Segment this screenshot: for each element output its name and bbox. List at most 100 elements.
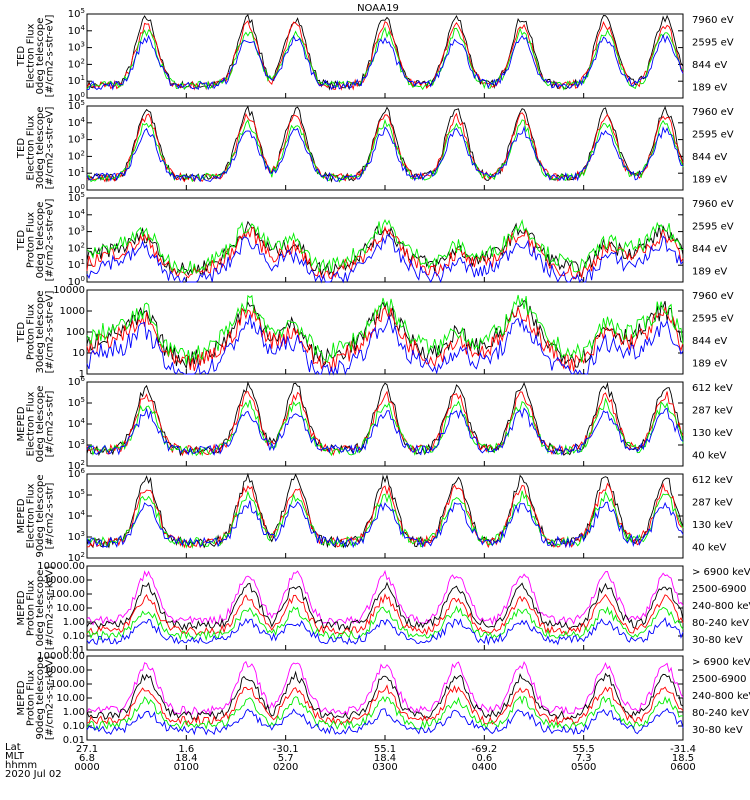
legend-844-ev: 844 eV	[692, 336, 727, 347]
x-row-label: MLT	[5, 751, 25, 762]
legend-844-ev: 844 eV	[692, 60, 727, 71]
legend-7960-ev: 7960 eV	[692, 15, 734, 26]
y-tick-label: 102	[68, 241, 85, 254]
y-tick-label: 100.00	[50, 589, 85, 600]
chart-title: NOAA19	[357, 3, 399, 14]
legend-2595-ev: 2595 eV	[692, 314, 734, 325]
series-line-2	[86, 684, 684, 726]
x-tick-hhmm: 0600	[670, 762, 695, 773]
x-tick-lat: 55.1	[374, 744, 396, 755]
series-line-1	[87, 482, 684, 549]
x-tick-hhmm: 0100	[174, 762, 199, 773]
y-tick-label: 105	[68, 99, 85, 112]
y-tick-label: 101	[68, 258, 85, 271]
y-tick-label: 106	[68, 467, 86, 480]
panel-7: 0.01 0.10 1.00 10.00 100.00 1000.00 10000.00ME…	[16, 561, 750, 656]
series-line-3	[86, 695, 684, 731]
y-tick-label: 10000	[53, 285, 85, 296]
series-line-3	[86, 33, 684, 91]
series-line-3	[86, 407, 684, 456]
y-tick-label: 10000.00	[37, 651, 85, 662]
y-tick-label: 1.00	[63, 617, 85, 628]
series-line-0	[86, 660, 684, 717]
legend-2595-ev: 2595 eV	[692, 38, 734, 49]
y-axis-title: MEPEDProton Flux90deg telescope[#/cm2-s-…	[16, 656, 56, 740]
panel-frame	[86, 289, 684, 375]
y-axis-title: TEDElectron Flux0deg telescope[#/cm2-s-s…	[16, 15, 56, 98]
legend-130-kev: 130 keV	[692, 428, 733, 439]
x-row-label: hhmm	[5, 760, 37, 771]
x-axis: 27.16.800001.618.40100-30.15.7020055.118…	[5, 93, 696, 780]
legend-844-ev: 844 eV	[692, 244, 727, 255]
x-tick-hhmm: 0000	[74, 762, 99, 773]
legend-287-kev: 287 keV	[692, 406, 733, 417]
y-tick-label: 100	[66, 327, 85, 338]
x-tick-mlt: 7.3	[576, 753, 592, 764]
legend-80-240-kev: 80-240 keV	[692, 618, 749, 629]
series-line-2	[86, 219, 684, 275]
legend--6900-kev: > 6900 keV	[692, 657, 750, 668]
legend-2595-ev: 2595 eV	[692, 130, 734, 141]
series-line-2	[86, 593, 684, 636]
legend-240-800-kev: 240-800 keV	[692, 601, 750, 612]
y-tick-label: 10000.00	[37, 561, 85, 572]
x-tick-lat: 55.5	[573, 744, 595, 755]
series-line-4	[86, 616, 684, 646]
y-tick-label: 103	[68, 438, 85, 451]
series-line-1	[86, 112, 684, 183]
y-tick-label: 104	[68, 208, 86, 221]
y-tick-label: 0.01	[63, 735, 85, 746]
legend-40-kev: 40 keV	[692, 543, 726, 554]
y-tick-label: 101	[68, 166, 85, 179]
y-tick-label: 0.10	[63, 631, 85, 642]
y-tick-label: 102	[68, 57, 85, 70]
legend-844-ev: 844 eV	[692, 152, 727, 163]
series-line-2	[86, 294, 684, 365]
y-tick-label: 104	[68, 24, 86, 37]
x-row-label: Lat	[5, 742, 21, 753]
y-tick-label: 105	[68, 396, 85, 409]
y-tick-label: 10	[72, 348, 85, 359]
y-tick-label: 103	[68, 41, 85, 54]
y-tick-label: 10.00	[56, 603, 85, 614]
series-line-1	[86, 20, 684, 91]
y-tick-label: 0.10	[63, 721, 85, 732]
legend-7960-ev: 7960 eV	[692, 291, 734, 302]
series-line-2	[86, 490, 684, 549]
legend-612-kev: 612 keV	[692, 475, 733, 486]
y-tick-label: 104	[68, 509, 86, 522]
y-tick-label: 105	[68, 488, 85, 501]
series-line-3	[86, 125, 684, 183]
y-tick-label: 1000.00	[44, 665, 85, 676]
series-line-1	[86, 305, 684, 372]
y-axis-title: MEPEDElectron Flux0deg telescope[#/cm2-s…	[16, 386, 56, 463]
x-tick-lat: 1.6	[178, 744, 194, 755]
legend-189-ev: 189 eV	[692, 359, 727, 370]
x-tick-mlt: 6.8	[79, 753, 95, 764]
legend-130-kev: 130 keV	[692, 520, 733, 531]
x-tick-mlt: 18.4	[374, 753, 396, 764]
y-axis-title: TEDProton Flux0deg telescope[#/cm2-s-str…	[16, 199, 56, 282]
y-tick-label: 102	[68, 149, 85, 162]
x-tick-lat: 27.1	[76, 744, 98, 755]
y-tick-label: 1000.00	[44, 575, 85, 586]
legend-189-ev: 189 eV	[692, 175, 727, 186]
x-tick-mlt: 18.5	[672, 753, 694, 764]
panel-frame	[86, 105, 684, 191]
legend-612-kev: 612 keV	[692, 383, 733, 394]
y-tick-label: 1000	[60, 306, 85, 317]
y-tick-label: 103	[68, 133, 85, 146]
x-tick-hhmm: 0300	[372, 762, 397, 773]
y-tick-label: 1	[79, 369, 85, 380]
y-tick-label: 106	[68, 375, 86, 388]
x-tick-mlt: 0.6	[476, 753, 492, 764]
x-tick-mlt: 5.7	[278, 753, 294, 764]
y-tick-label: 104	[68, 417, 86, 430]
y-tick-label: 105	[68, 191, 85, 204]
legend-80-240-kev: 80-240 keV	[692, 708, 749, 719]
